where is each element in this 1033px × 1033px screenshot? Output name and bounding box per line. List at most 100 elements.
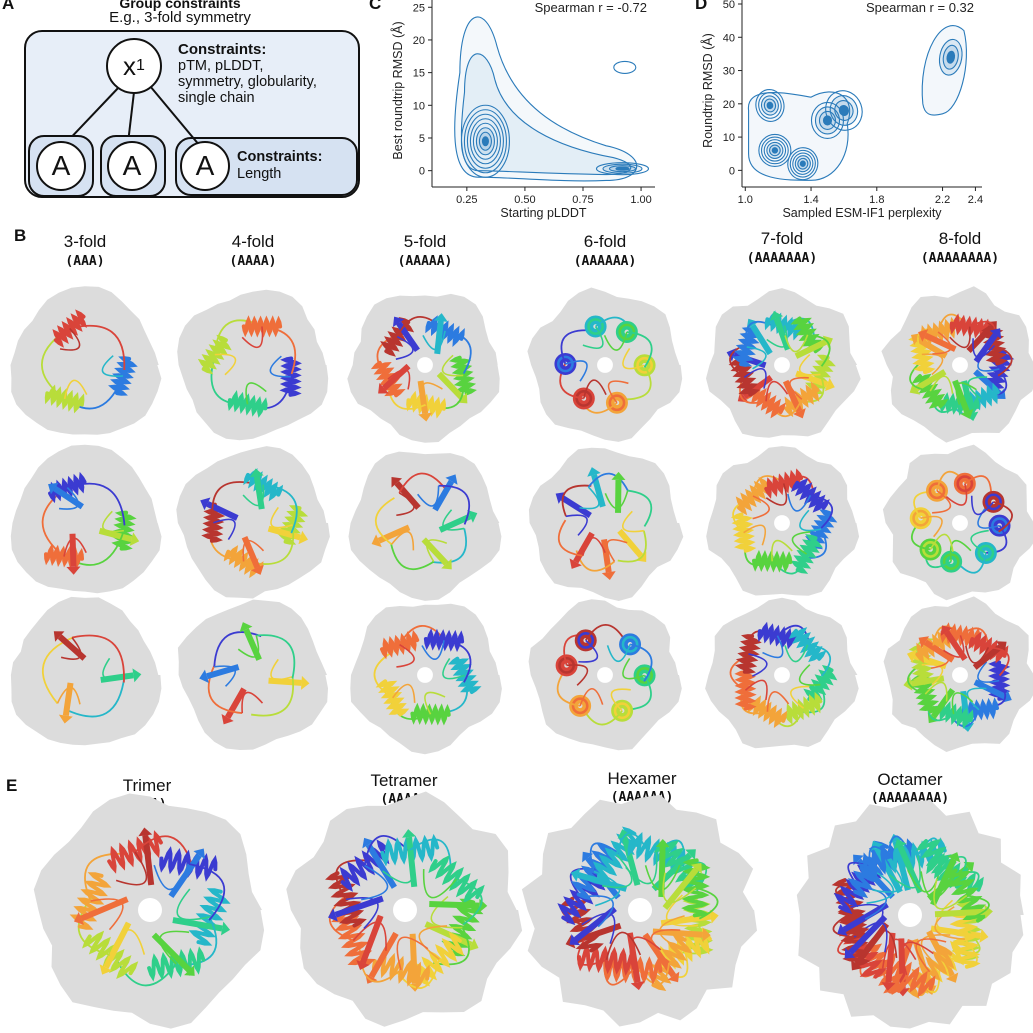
helix-end-on xyxy=(987,496,1000,508)
loop xyxy=(382,849,414,884)
leaf-node-1-label: A xyxy=(51,150,71,181)
beta-strand-arrow xyxy=(298,530,309,545)
loop xyxy=(603,958,634,986)
beta-strand-arrow xyxy=(611,471,626,480)
helix xyxy=(732,327,762,367)
loop xyxy=(886,835,912,860)
structure-4fold-row-3 xyxy=(177,599,328,750)
beta-strand-arrow xyxy=(239,622,253,633)
beta-strand-arrow xyxy=(945,972,959,983)
structure-7fold-row-1 xyxy=(706,288,861,438)
loop xyxy=(64,675,126,718)
helix xyxy=(375,679,410,717)
loop xyxy=(102,657,125,680)
loop xyxy=(606,538,628,562)
density-secondary-cluster xyxy=(921,25,967,116)
density-outlier-contour xyxy=(613,60,637,74)
beta-strand-arrow xyxy=(249,468,264,478)
loop xyxy=(409,838,452,872)
beta-strand-arrow xyxy=(300,675,310,690)
spearman-annotation: Spearman r = -0.72 xyxy=(535,0,647,15)
loop xyxy=(188,862,226,921)
structure-3fold-row-3 xyxy=(10,596,162,746)
beta-strand-arrow xyxy=(570,868,581,882)
y-axis-label: Best roundtrip RMSD (Å) xyxy=(390,21,405,159)
loop xyxy=(214,665,237,687)
loop xyxy=(988,646,1010,677)
x-tick-label: 1.0 xyxy=(738,194,753,206)
oligomer-name: Tetramer xyxy=(370,771,438,790)
helix-end-on xyxy=(611,396,623,409)
loop xyxy=(929,533,954,552)
panel-e-letter: E xyxy=(6,776,18,795)
central-pore xyxy=(597,667,613,683)
beta-strand-arrow xyxy=(58,714,73,724)
loop xyxy=(993,500,1013,533)
helix-end-on xyxy=(638,359,651,372)
loop xyxy=(443,639,472,683)
panel-a-subtitle: E.g., 3-fold symmetry xyxy=(109,9,251,26)
loop xyxy=(807,643,832,677)
fold-sequence: (AAA) xyxy=(65,254,105,269)
beta-strand xyxy=(782,379,803,413)
loop xyxy=(67,482,126,526)
loop xyxy=(395,335,414,361)
loop xyxy=(604,490,629,510)
loop xyxy=(71,634,125,683)
beta-strand xyxy=(334,895,384,918)
loop xyxy=(949,539,972,562)
loop xyxy=(766,325,788,348)
beta-strand-arrow xyxy=(53,631,65,642)
beta-strand-arrow xyxy=(468,938,479,952)
density-mode-main xyxy=(460,104,510,178)
structure-3fold-row-2 xyxy=(10,444,162,594)
loop xyxy=(589,842,620,872)
loop xyxy=(441,354,464,377)
density-mode-secondary xyxy=(946,50,956,64)
loop xyxy=(109,929,146,956)
surface-halo xyxy=(348,451,502,601)
oligomer-name: Hexamer xyxy=(607,769,677,788)
helix-end-on xyxy=(579,634,592,647)
beta-strand xyxy=(394,481,421,510)
loop xyxy=(425,539,448,563)
y-tick-label: 0 xyxy=(729,165,735,177)
beta-strand-arrow xyxy=(73,911,85,925)
central-pore xyxy=(952,515,968,531)
loop xyxy=(883,969,908,994)
helix-end-on xyxy=(618,323,636,341)
helix-end-on xyxy=(621,635,639,653)
surface-halo xyxy=(528,447,684,601)
loop xyxy=(787,493,812,512)
loop xyxy=(361,864,389,901)
group-constraints-text: Constraints: pTM, pLDDT, symmetry, globu… xyxy=(178,42,317,107)
beta-strand xyxy=(360,914,384,964)
helix-end-on xyxy=(616,704,628,717)
structure-5fold-row-3 xyxy=(350,603,502,755)
beta-strand-arrow xyxy=(844,947,856,959)
loop xyxy=(977,661,1000,683)
beta-strand-arrow xyxy=(667,971,680,983)
loop xyxy=(242,484,265,507)
loop xyxy=(765,380,789,402)
helix-end-on xyxy=(587,318,604,335)
loop xyxy=(798,664,821,686)
loop xyxy=(442,509,465,531)
chart-c: 0.25 0.50 0.75 1.00 0 5 10 15 20 25 Starting pLDDT… xyxy=(390,0,655,220)
density-mode-main xyxy=(481,136,489,147)
beta-strand-arrow xyxy=(138,827,153,837)
beta-strand xyxy=(794,339,827,359)
central-pore xyxy=(138,898,162,922)
loop xyxy=(442,658,465,680)
structure-8fold-row-1 xyxy=(881,286,1033,443)
panel-b-letter: B xyxy=(14,226,27,245)
helix-end-on xyxy=(974,541,997,564)
helix-end-on xyxy=(554,353,577,375)
beta-strand-arrow xyxy=(132,668,142,683)
loop xyxy=(581,912,616,944)
helix-end-on xyxy=(559,358,572,370)
beta-strand-arrow xyxy=(947,852,961,863)
structure-6fold-row-3 xyxy=(528,599,682,751)
helix-end-on xyxy=(931,484,943,497)
density-mode-main xyxy=(463,109,507,174)
